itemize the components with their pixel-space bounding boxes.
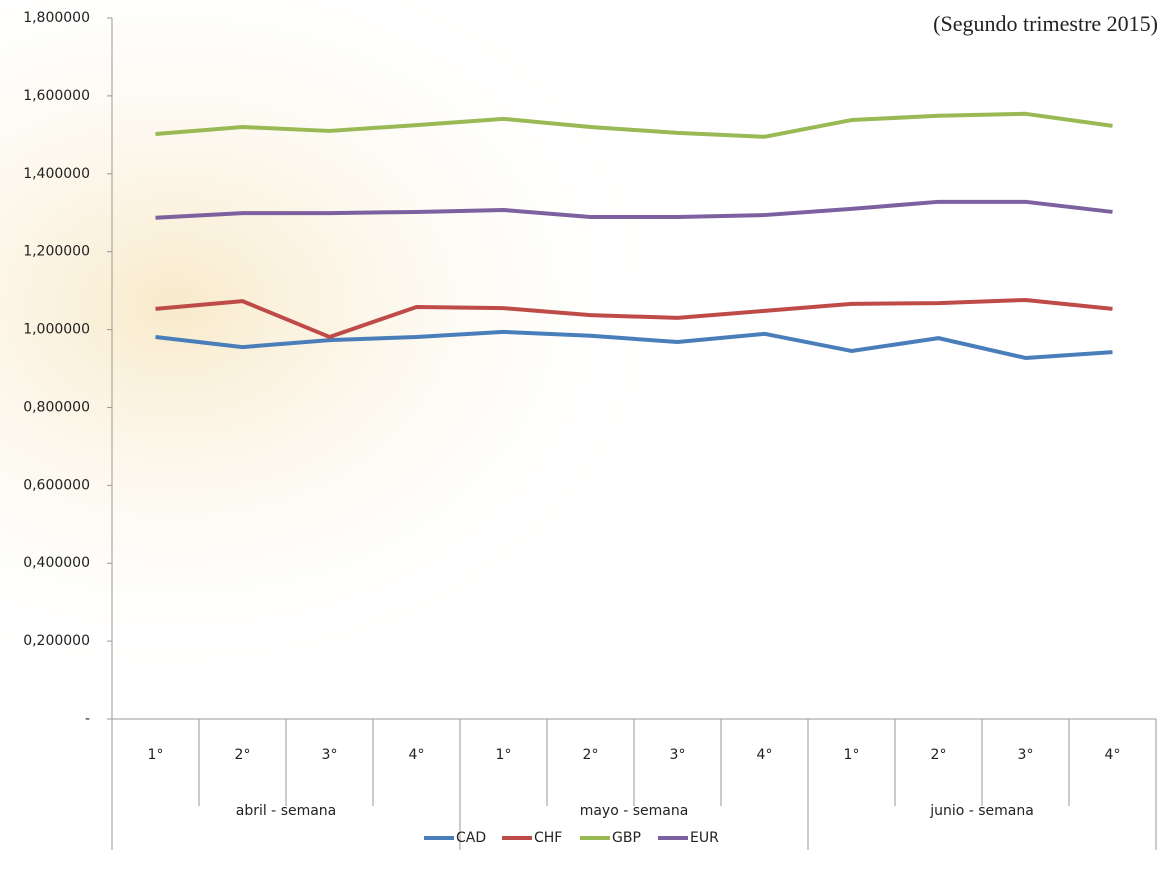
x-tick-label: 2° (235, 747, 251, 763)
x-tick-label: 3° (670, 747, 686, 763)
y-tick-label: 1,400000 (23, 166, 90, 182)
y-tick-label: 1,800000 (23, 10, 90, 26)
y-tick-label: 0,600000 (23, 477, 90, 493)
x-tick-label: 2° (931, 747, 947, 763)
x-tick-label: 3° (1018, 747, 1034, 763)
y-tick-label: 1,600000 (23, 88, 90, 104)
legend-label: CAD (456, 830, 486, 846)
group-label: abril - semana (236, 803, 337, 819)
chart-subtitle: (Segundo trimestre 2015) (933, 11, 1158, 36)
group-label: mayo - semana (580, 803, 689, 819)
y-tick-label: 0,200000 (23, 633, 90, 649)
legend-label: EUR (690, 830, 719, 846)
legend-label: CHF (534, 830, 562, 846)
legend-label: GBP (612, 830, 641, 846)
x-tick-label: 1° (844, 747, 860, 763)
y-tick-label: 0,400000 (23, 555, 90, 571)
x-tick-label: 1° (496, 747, 512, 763)
x-tick-label: 4° (757, 747, 773, 763)
x-tick-label: 4° (409, 747, 425, 763)
x-tick-label: 2° (583, 747, 599, 763)
y-tick-label: - (85, 711, 90, 727)
y-tick-label: 1,000000 (23, 322, 90, 338)
x-tick-label: 1° (148, 747, 164, 763)
x-tick-label: 3° (322, 747, 338, 763)
x-tick-label: 4° (1105, 747, 1121, 763)
group-label: junio - semana (929, 803, 1034, 819)
y-tick-label: 1,200000 (23, 244, 90, 260)
chart: (Segundo trimestre 2015) - 0,200000 0,4000… (0, 0, 1160, 874)
y-tick-label: 0,800000 (23, 399, 90, 415)
